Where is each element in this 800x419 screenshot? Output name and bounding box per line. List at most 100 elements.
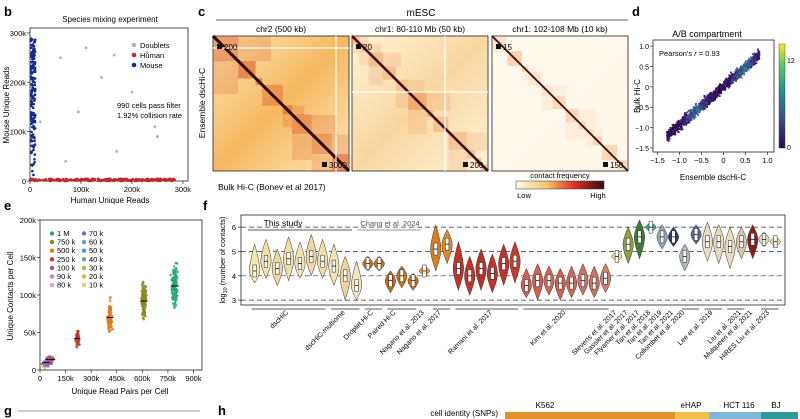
read-depth-point [141, 289, 144, 292]
read-depth-point [141, 285, 144, 289]
human-point [74, 179, 77, 182]
human-point [60, 178, 64, 182]
read-depth-point [140, 313, 144, 316]
doublet-point [156, 135, 159, 138]
human-point [64, 177, 68, 181]
legend-label: 90 k [57, 272, 71, 281]
legend-label: 1 M [57, 229, 70, 238]
panel-b-title: Species mixing experiment [62, 15, 158, 24]
legend-label: 20 k [89, 272, 103, 281]
human-point [50, 178, 54, 182]
annotation-value: = 0.93 [697, 49, 720, 58]
read-depth-point [174, 262, 177, 265]
mouse-point [33, 38, 37, 42]
colorbar-tick-0: 0 [787, 145, 791, 152]
read-depth-point [107, 309, 111, 312]
mouse-point [30, 83, 33, 86]
segment-label-k562: K562 [536, 401, 555, 410]
legend-dot [81, 265, 87, 271]
read-depth-point [142, 311, 145, 315]
panel-e: 0 150k 300k 450k 600k 750k 900k 0 50k 100k 150k 200… [6, 216, 203, 396]
segment-hct116 [709, 412, 761, 419]
panel-d-xtick: 0 [721, 156, 725, 165]
panel-d-xlabel: Ensemble dscHi-C [680, 173, 746, 182]
mouse-point [29, 93, 33, 97]
panel-b-ticks: 0 100k 200k 300k 0 100k 200k 300k [10, 29, 192, 194]
panel-d-title: A/B compartment [672, 29, 742, 39]
read-depth-point [43, 365, 47, 368]
read-depth-point [173, 289, 176, 293]
doublet-point [115, 149, 119, 153]
read-depth-point [143, 297, 146, 300]
panel-e-xtick: 600k [134, 374, 151, 383]
read-depth-point [172, 306, 176, 309]
mouse-point [31, 133, 35, 136]
legend-label: 100 k [57, 263, 76, 272]
panel-e-xtick: 750k [160, 374, 177, 383]
read-depth-point [77, 340, 80, 344]
read-depth-point [43, 362, 46, 366]
mouse-point [33, 69, 37, 73]
chang-label: Chang et al. 2024 [360, 219, 419, 228]
read-depth-point [47, 363, 50, 366]
read-depth-point [174, 267, 178, 271]
mouse-point [29, 113, 33, 116]
panel-d-colorbar [778, 43, 786, 149]
read-depth-point [75, 345, 78, 348]
human-point [103, 178, 107, 181]
read-depth-point [173, 301, 176, 304]
map3-bottom-value: 150 [610, 161, 624, 170]
panel-d-density [666, 48, 761, 142]
panel-d-xtick: 1.0 [762, 156, 772, 165]
hic-map-1: 200 3000 [211, 34, 351, 173]
human-point [87, 179, 91, 182]
panel-e-ylabel: Unique Contacts per Cell [6, 251, 15, 340]
mouse-point [31, 169, 34, 173]
legend-label: 80 k [57, 281, 71, 290]
panel-e-points [40, 261, 179, 370]
mouse-point [33, 40, 37, 44]
panel-letter-g: g [4, 403, 12, 418]
read-depth-point [76, 332, 79, 335]
ylabel-suffix: (number of contacts) [218, 216, 227, 287]
segment-label-hct116: HCT 116 [723, 401, 755, 410]
panel-d-ytick: −0.5 [635, 105, 649, 112]
doublet-point [59, 56, 62, 60]
read-depth-point [144, 304, 148, 307]
panel-d-xtick: −1.0 [672, 156, 687, 165]
panel-b-ylabel: Mouse Unique Reads [2, 67, 11, 144]
read-depth-point [141, 306, 145, 309]
legend-dot [49, 239, 55, 245]
mouse-point [32, 162, 35, 166]
colorbar-title: contact frequency [530, 171, 589, 180]
legend-dot [81, 274, 87, 279]
panel-f-ytick: 3 [232, 296, 236, 305]
mouse-point [30, 72, 33, 75]
mouse-point [32, 111, 35, 115]
read-depth-point [144, 285, 147, 289]
doublet-point [130, 90, 134, 94]
panel-b-xtick: 300k [175, 185, 192, 194]
read-depth-point [142, 281, 145, 285]
doublet-point [64, 159, 68, 163]
read-depth-point [50, 362, 53, 365]
segment-k562 [505, 412, 675, 419]
legend-dot [49, 248, 55, 253]
mouse-point [33, 119, 37, 123]
panel-e-ytick: 200k [20, 216, 37, 225]
panel-d-ytick: 1.0 [639, 44, 649, 51]
panel-d-xtick: −1.5 [650, 156, 665, 165]
doublet-point [112, 53, 116, 57]
human-point [84, 177, 87, 181]
read-depth-point [109, 318, 112, 322]
mouse-point [30, 130, 33, 134]
mouse-point [30, 77, 33, 81]
read-depth-point [143, 290, 146, 293]
legend-label: 250 k [57, 255, 76, 264]
read-depth-point [141, 295, 144, 299]
mouse-point [30, 89, 34, 93]
read-depth-point [76, 329, 79, 333]
annotation-prefix: Pearson's [659, 49, 694, 58]
legend-label: 50 k [89, 246, 103, 255]
panel-d-xtick: 0.5 [740, 156, 750, 165]
